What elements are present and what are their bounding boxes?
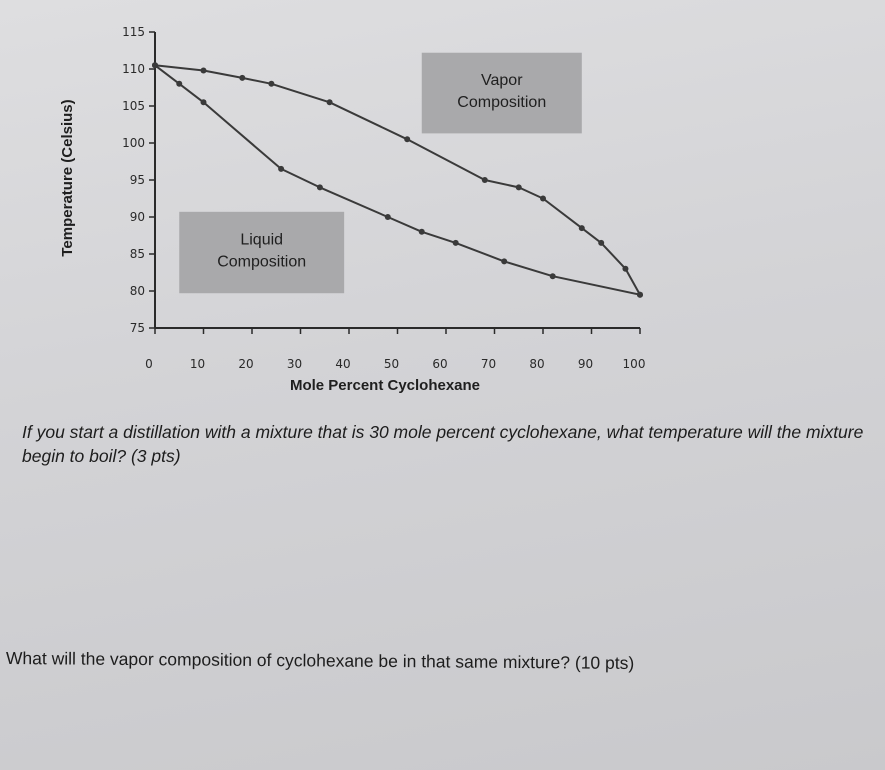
annotation-layer: Vapor Composition Liquid Composition [179, 52, 582, 294]
vapor-composition-point [200, 67, 207, 74]
vapor-composition-point [540, 195, 546, 202]
phase-diagram-chart: Vapor Composition Liquid Composition 75 80 85… [59, 25, 645, 394]
y-tick-label: 95 [130, 173, 145, 187]
liquid-composition-point [152, 62, 158, 69]
vapor-composition-point [515, 184, 522, 191]
liquid-label-line: Composition [217, 254, 306, 271]
y-tick-label: 115 [122, 25, 145, 39]
x-tick-label: 30 [287, 357, 302, 371]
annotation-box-fill [179, 211, 345, 294]
question-vapor-composition: What will the vapor composition of cyclo… [5, 647, 635, 673]
axes [149, 31, 641, 334]
vapor-composition-point [326, 99, 333, 106]
x-tick-label: 40 [335, 357, 350, 371]
x-tick-label: 70 [481, 357, 496, 371]
y-tick-label: 80 [130, 284, 145, 298]
liquid-composition-point [200, 99, 207, 106]
liquid-composition-point [384, 214, 391, 220]
liquid-composition-point [637, 291, 643, 298]
x-tick-label: 90 [578, 357, 593, 371]
y-tick-label: 75 [130, 321, 145, 335]
vapor-composition-point [268, 80, 275, 87]
tick-labels: 75 80 85 90 95 100 105 110 115 0 10 20 30 40 50 60 70 80 9… [122, 25, 645, 371]
liquid-composition-point [176, 80, 183, 87]
series-layer [152, 62, 643, 298]
vapor-composition-box: Vapor Composition [421, 52, 582, 134]
liquid-composition-point [501, 258, 508, 265]
liquid-composition-box: Liquid Composition [179, 211, 345, 294]
x-tick-label: 100 [623, 357, 646, 371]
x-tick-label: 60 [432, 357, 447, 371]
vapor-composition-point [481, 177, 488, 183]
vapor-label-line: Vapor [481, 72, 523, 89]
vapor-composition-point [239, 74, 246, 81]
liquid-composition-point [316, 184, 323, 191]
x-tick-label: 0 [145, 357, 153, 371]
x-axis-label: Mole Percent Cyclohexane [290, 377, 480, 394]
x-tick-label: 50 [384, 357, 399, 371]
liquid-label-line: Liquid [240, 232, 283, 249]
vapor-composition-point [598, 239, 605, 246]
liquid-composition-point [418, 228, 425, 235]
x-tick-label: 20 [238, 357, 253, 371]
y-tick-label: 100 [122, 136, 145, 150]
liquid-composition-point [278, 165, 285, 172]
liquid-composition-series [152, 62, 643, 298]
liquid-composition-point [549, 273, 556, 280]
y-tick-label: 110 [122, 62, 145, 76]
y-tick-label: 85 [130, 247, 145, 261]
y-tick-label: 90 [130, 210, 145, 224]
vapor-label-line: Composition [457, 94, 546, 111]
y-axis-label: Temperature (Celsius) [59, 99, 76, 256]
x-tick-label: 80 [529, 357, 544, 371]
x-tick-label: 10 [190, 357, 205, 371]
question-boiling-temperature: If you start a distillation with a mixtu… [22, 422, 864, 466]
vapor-composition-point [622, 265, 629, 272]
annotation-box-fill [421, 52, 582, 134]
vapor-composition-point [578, 225, 585, 232]
liquid-composition-point [452, 239, 459, 246]
y-tick-label: 105 [122, 99, 145, 113]
vapor-composition-point [404, 136, 411, 143]
